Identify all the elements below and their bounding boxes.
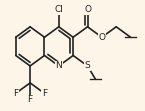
Text: F: F xyxy=(28,95,33,104)
Text: F: F xyxy=(13,89,18,98)
Text: O: O xyxy=(98,33,105,42)
Text: N: N xyxy=(55,61,62,70)
Text: Cl: Cl xyxy=(54,5,63,14)
Text: S: S xyxy=(85,61,90,70)
Text: F: F xyxy=(42,89,47,98)
Text: O: O xyxy=(84,5,91,14)
